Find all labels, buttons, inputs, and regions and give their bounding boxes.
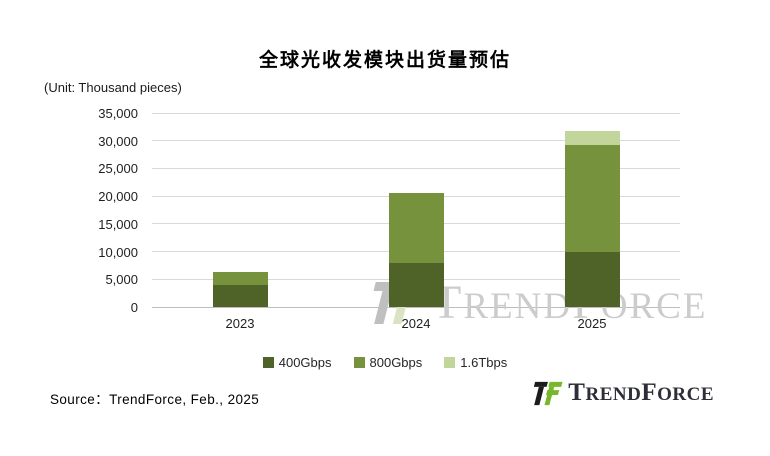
x-category-label: 2025	[577, 316, 607, 331]
y-axis: 0 5,000 10,000 15,000 20,000 25,000 30,000 35,0…	[0, 106, 138, 315]
legend-swatch	[353, 357, 365, 368]
legend-swatch	[444, 357, 456, 368]
y-tick-label: 30,000	[98, 133, 138, 149]
y-tick-label: 5,000	[105, 272, 138, 288]
trendforce-logo: TRENDFORCE	[533, 379, 714, 407]
unit-label: (Unit: Thousand pieces)	[44, 80, 182, 95]
legend-item-800Gbps: 800Gbps	[353, 355, 423, 370]
legend-label: 800Gbps	[369, 355, 423, 370]
bar-segment-800Gbps	[564, 144, 620, 252]
chart-title: 全球光收发模块出货量预估	[258, 50, 511, 71]
bar-segment-1.6Tbps	[564, 130, 620, 145]
legend-swatch	[262, 357, 274, 368]
bar-segment-400Gbps	[564, 251, 620, 307]
y-tick-label: 15,000	[98, 216, 138, 232]
bar-segment-400Gbps	[212, 284, 268, 307]
gridline	[152, 112, 680, 114]
y-tick-label: 20,000	[98, 189, 138, 205]
y-tick-label: 0	[130, 300, 138, 315]
bar-2025	[564, 130, 620, 307]
y-tick-label: 25,000	[98, 161, 138, 177]
trendforce-logo-icon	[534, 381, 563, 405]
trendforce-logo-text: TRENDFORCE	[568, 379, 714, 406]
legend-label: 1.6Tbps	[460, 355, 508, 370]
y-tick-label: 35,000	[98, 106, 138, 121]
legend: 400Gbps 800Gbps 1.6Tbps	[0, 355, 770, 370]
y-tick-label: 10,000	[98, 244, 138, 260]
bar-segment-800Gbps	[212, 272, 268, 285]
gridline	[152, 140, 680, 142]
bar-segment-800Gbps	[388, 193, 444, 263]
legend-item-400Gbps: 400Gbps	[262, 355, 332, 370]
source-note: Source：TrendForce, Feb., 2025	[50, 392, 260, 407]
legend-item-1.6Tbps: 1.6Tbps	[444, 355, 507, 370]
gridline	[152, 167, 680, 169]
bar-2023	[212, 272, 268, 307]
x-axis-line	[152, 307, 680, 308]
bar-segment-400Gbps	[388, 262, 444, 307]
x-category-label: 2023	[225, 316, 255, 331]
x-category-label: 2024	[401, 316, 431, 331]
legend-label: 400Gbps	[278, 355, 332, 370]
bar-2024	[388, 193, 444, 307]
